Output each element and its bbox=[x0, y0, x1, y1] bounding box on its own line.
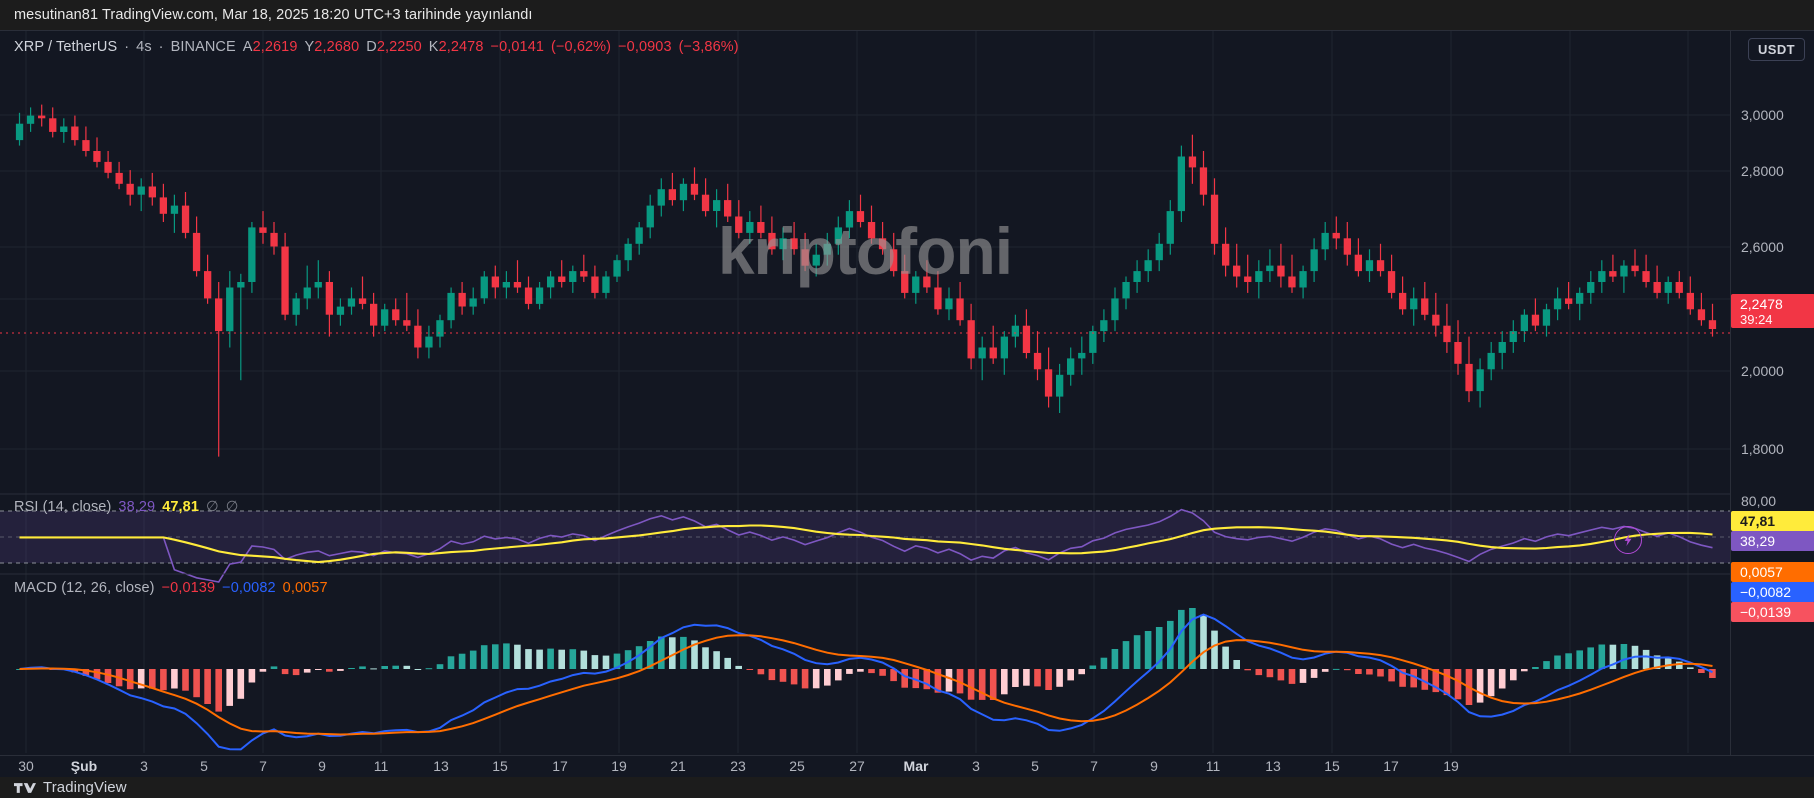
main-legend[interactable]: XRP / TetherUS · 4s · BINANCE A2,2619 Y2,2680 D… bbox=[14, 39, 746, 55]
brand-name: TradingView bbox=[43, 779, 127, 796]
time-axis-label: 27 bbox=[849, 758, 865, 774]
time-axis-label: 5 bbox=[200, 758, 208, 774]
publish-bar-text: mesutinan81 TradingView.com, Mar 18, 202… bbox=[14, 7, 533, 23]
macd-hist-badge: 0,0057 bbox=[1731, 562, 1814, 582]
macd-histogram bbox=[16, 608, 1716, 712]
rsi-pane bbox=[0, 508, 1730, 583]
rsi-ma-badge: 47,81 bbox=[1731, 511, 1814, 531]
lightning-bolt-icon[interactable] bbox=[1614, 526, 1642, 554]
time-axis-label: Mar bbox=[903, 758, 929, 774]
legend-close-label: K bbox=[428, 39, 439, 55]
macd-legend-signal: −0,0082 bbox=[222, 580, 276, 596]
legend-close-value: 2,2478 bbox=[438, 39, 484, 55]
legend-change2-pct: (−3,86%) bbox=[678, 39, 739, 55]
currency-chip[interactable]: USDT bbox=[1748, 38, 1805, 61]
time-axis-label: 17 bbox=[1383, 758, 1399, 774]
time-axis-label: 15 bbox=[492, 758, 508, 774]
publish-bar: mesutinan81 TradingView.com, Mar 18, 202… bbox=[0, 0, 1814, 30]
time-axis-label: Şub bbox=[70, 758, 98, 774]
legend-low-label: D bbox=[366, 39, 377, 55]
time-axis-label: 9 bbox=[1150, 758, 1158, 774]
rsi-legend-title[interactable]: RSI (14, close) bbox=[14, 499, 112, 515]
time-axis-label: 17 bbox=[552, 758, 568, 774]
rsi-legend-empty-2: ∅ bbox=[225, 499, 239, 515]
candlestick-series bbox=[15, 104, 1717, 457]
last-price-value: 2,2478 bbox=[1740, 296, 1783, 312]
price-tick-20: 2,0000 bbox=[1741, 363, 1784, 379]
chart-background bbox=[0, 31, 1730, 756]
legend-sep-1: · bbox=[124, 39, 130, 55]
time-axis-label: 7 bbox=[259, 758, 267, 774]
legend-low-value: 2,2250 bbox=[376, 39, 422, 55]
rsi-ma-line bbox=[19, 524, 1713, 564]
time-axis-label: 11 bbox=[373, 758, 389, 774]
time-axis-label: 13 bbox=[433, 758, 449, 774]
time-axis-label: 3 bbox=[972, 758, 980, 774]
price-scale[interactable]: USDT 3,0000 2,8000 2,6000 2,4000 2,0000 … bbox=[1730, 31, 1814, 756]
legend-change2-abs: −0,0903 bbox=[618, 39, 672, 55]
chart-canvas bbox=[0, 31, 1730, 756]
rsi-legend-ma-value: 47,81 bbox=[162, 499, 199, 515]
legend-open-label: A bbox=[242, 39, 253, 55]
legend-high-label: Y bbox=[304, 39, 315, 55]
rsi-value-badge: 38,29 bbox=[1731, 531, 1814, 551]
macd-signal-badge: −0,0082 bbox=[1731, 582, 1814, 602]
time-axis-label: 30 bbox=[18, 758, 34, 774]
legend-change-pct: (−0,62%) bbox=[551, 39, 612, 55]
legend-open-value: 2,2619 bbox=[252, 39, 298, 55]
rsi-scale-top: 80,00 bbox=[1741, 493, 1777, 509]
brand-bar: TradingView bbox=[0, 777, 1814, 798]
macd-line bbox=[19, 613, 1713, 751]
time-axis-label: 21 bbox=[670, 758, 686, 774]
legend-exchange: BINANCE bbox=[170, 39, 236, 55]
macd-signal-line bbox=[19, 634, 1713, 736]
price-tick-18: 1,8000 bbox=[1741, 441, 1784, 457]
price-tick-26: 2,6000 bbox=[1741, 239, 1784, 255]
chart-container[interactable]: XRP / TetherUS · 4s · BINANCE A2,2619 Y2,2680 D… bbox=[0, 30, 1814, 756]
time-axis-label: 15 bbox=[1324, 758, 1340, 774]
price-tick-28: 2,8000 bbox=[1741, 163, 1784, 179]
macd-legend[interactable]: MACD (12, 26, close) −0,0139 −0,0082 0,0057 bbox=[14, 580, 335, 596]
time-axis-label: 25 bbox=[789, 758, 805, 774]
time-axis-label: 19 bbox=[1443, 758, 1459, 774]
legend-sep-2: · bbox=[158, 39, 164, 55]
rsi-legend[interactable]: RSI (14, close) 38,29 47,81 ∅ ∅ bbox=[14, 499, 245, 515]
macd-pane bbox=[16, 608, 1716, 751]
time-axis-label: 11 bbox=[1205, 758, 1221, 774]
time-axis-label: 9 bbox=[318, 758, 326, 774]
price-tick-3: 3,0000 bbox=[1741, 107, 1784, 123]
legend-interval[interactable]: 4s bbox=[136, 39, 152, 55]
bar-countdown: 39:24 bbox=[1740, 312, 1773, 327]
time-axis-label: 3 bbox=[140, 758, 148, 774]
last-price-badge[interactable]: 2,2478 39:24 bbox=[1731, 294, 1814, 328]
time-axis-label: 19 bbox=[611, 758, 627, 774]
macd-legend-macd: −0,0139 bbox=[161, 580, 216, 596]
legend-symbol[interactable]: XRP / TetherUS bbox=[14, 39, 118, 55]
tradingview-logo-icon bbox=[14, 782, 36, 793]
legend-change-abs: −0,0141 bbox=[490, 39, 545, 55]
legend-high-value: 2,2680 bbox=[314, 39, 360, 55]
time-axis-label: 13 bbox=[1265, 758, 1281, 774]
macd-macd-badge: −0,0139 bbox=[1731, 602, 1814, 622]
time-axis-label: 23 bbox=[730, 758, 746, 774]
time-axis-label: 7 bbox=[1090, 758, 1098, 774]
rsi-legend-value: 38,29 bbox=[118, 499, 156, 515]
macd-legend-title[interactable]: MACD (12, 26, close) bbox=[14, 580, 155, 596]
time-axis-label: 5 bbox=[1031, 758, 1039, 774]
time-axis[interactable]: 30 Şub 3 5 7 9 11 13 15 17 19 21 23 25 27 Mar 3 5 7 9 11 13 15… bbox=[0, 755, 1814, 777]
rsi-legend-empty-1: ∅ bbox=[206, 499, 219, 515]
macd-legend-hist: 0,0057 bbox=[282, 580, 328, 596]
